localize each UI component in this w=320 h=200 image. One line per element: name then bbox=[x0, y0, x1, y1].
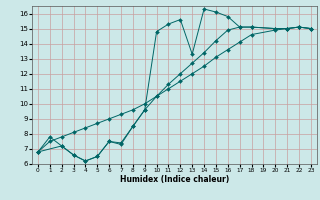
X-axis label: Humidex (Indice chaleur): Humidex (Indice chaleur) bbox=[120, 175, 229, 184]
